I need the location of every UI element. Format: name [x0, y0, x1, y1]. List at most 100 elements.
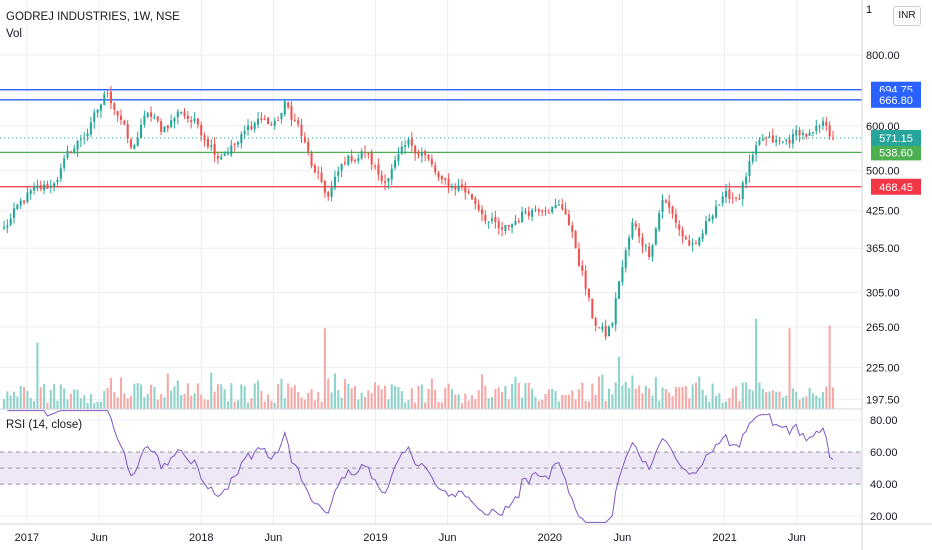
time-tick-label: Jun — [90, 532, 108, 544]
candle-body — [681, 229, 684, 237]
volume-bar — [537, 400, 540, 409]
volume-bar — [243, 386, 246, 409]
volume-bar — [170, 390, 173, 409]
volume-bar — [674, 387, 677, 409]
candle-body — [651, 245, 654, 257]
candle-body — [126, 124, 129, 139]
volume-bar — [684, 386, 687, 409]
horizontal-levels[interactable] — [0, 89, 862, 188]
candle-body — [587, 288, 591, 298]
candle-body — [785, 139, 788, 141]
volume-bar — [353, 386, 357, 409]
volume-bar — [290, 387, 293, 409]
volume-bar — [317, 392, 320, 409]
candle-body — [434, 165, 437, 173]
volume-bar — [156, 399, 159, 409]
candle-body — [307, 141, 310, 152]
volume-bar — [273, 402, 276, 409]
price-axis[interactable]: 800.00 600.00 500.00 425.00 365.00 305.00 265.… — [866, 4, 900, 406]
volume-bar — [143, 397, 146, 409]
volume-legend[interactable]: Vol — [6, 28, 22, 40]
candle-body — [63, 158, 66, 168]
volume-bar — [394, 385, 397, 409]
candle-body — [527, 211, 530, 216]
candle-body — [26, 192, 29, 202]
candle-body — [591, 298, 594, 319]
time-tick-label: 2020 — [538, 532, 562, 544]
volume-bar — [327, 378, 330, 409]
candle-body — [765, 137, 768, 139]
volume-bar — [337, 390, 340, 409]
candle-body — [12, 208, 16, 218]
volume-bar — [140, 384, 143, 409]
candle-body — [480, 209, 484, 215]
candle-body — [601, 326, 604, 330]
candle-body — [815, 125, 818, 131]
volume-bar — [230, 383, 233, 409]
volume-bar — [751, 390, 754, 409]
volume-bar — [150, 384, 153, 409]
candle-body — [96, 109, 99, 113]
candle-body — [350, 156, 353, 161]
rsi-legend[interactable]: RSI (14, close) — [6, 419, 83, 431]
volume-bar — [641, 393, 644, 409]
volume-bar — [63, 388, 66, 409]
volume-bar — [745, 382, 748, 409]
candle-body — [450, 185, 453, 188]
symbol-title[interactable]: GODREJ INDUSTRIES, 1W, NSE — [6, 11, 180, 23]
time-axis[interactable]: 2017 Jun 2018 Jun 2019 Jun 2020 Jun 2021 Jun — [15, 532, 806, 544]
rsi-band — [0, 452, 862, 485]
candle-body — [430, 158, 433, 165]
volume-bar — [577, 389, 580, 409]
candle-body — [594, 318, 597, 326]
volume-bar — [267, 394, 270, 409]
candle-body — [674, 214, 677, 224]
candle-body — [103, 94, 106, 105]
volume-bar — [728, 397, 731, 409]
volume-bar — [83, 395, 86, 409]
volume-bar — [103, 390, 106, 409]
volume-bar — [384, 385, 387, 409]
candle-body — [6, 225, 9, 228]
candle-body — [173, 118, 176, 122]
candle-body — [768, 136, 771, 138]
volume-bar — [711, 383, 714, 409]
volume-bar — [313, 400, 316, 409]
volume-bar — [210, 372, 213, 409]
candle-body — [417, 153, 420, 155]
candle-body — [323, 180, 326, 193]
volume-bar — [213, 391, 216, 409]
candle-body — [186, 115, 189, 119]
candle-body — [704, 221, 708, 234]
currency-button[interactable]: INR — [893, 6, 921, 26]
candle-body — [721, 196, 724, 204]
candle-body — [634, 223, 637, 227]
volume-bar — [594, 394, 597, 409]
candle-body — [143, 115, 146, 125]
volume-bar — [467, 400, 470, 409]
volume-bar — [681, 386, 684, 409]
candle-body — [688, 240, 691, 246]
volume-bar — [795, 391, 798, 409]
volume-bar — [591, 383, 594, 409]
volume-bar — [825, 386, 828, 409]
volume-bar — [283, 398, 286, 409]
candle-body — [557, 204, 560, 206]
volume-bar — [554, 390, 557, 409]
volume-bar — [160, 394, 163, 409]
candle-body — [691, 243, 694, 245]
volume-bar — [129, 395, 133, 409]
candle-body — [735, 197, 738, 199]
volume-bar — [718, 393, 721, 409]
volume-bar — [818, 397, 821, 409]
rsi-axis[interactable]: 80.00 60.00 40.00 20.00 — [870, 415, 898, 523]
candle-body — [547, 212, 550, 214]
rsi-tick-label: 40.00 — [870, 479, 898, 491]
volume-bar — [23, 386, 26, 409]
volume-bar — [263, 401, 266, 409]
volume-bar — [190, 395, 193, 409]
candle-body — [76, 140, 79, 150]
volume-bar — [390, 384, 393, 409]
candle-body — [661, 199, 664, 212]
